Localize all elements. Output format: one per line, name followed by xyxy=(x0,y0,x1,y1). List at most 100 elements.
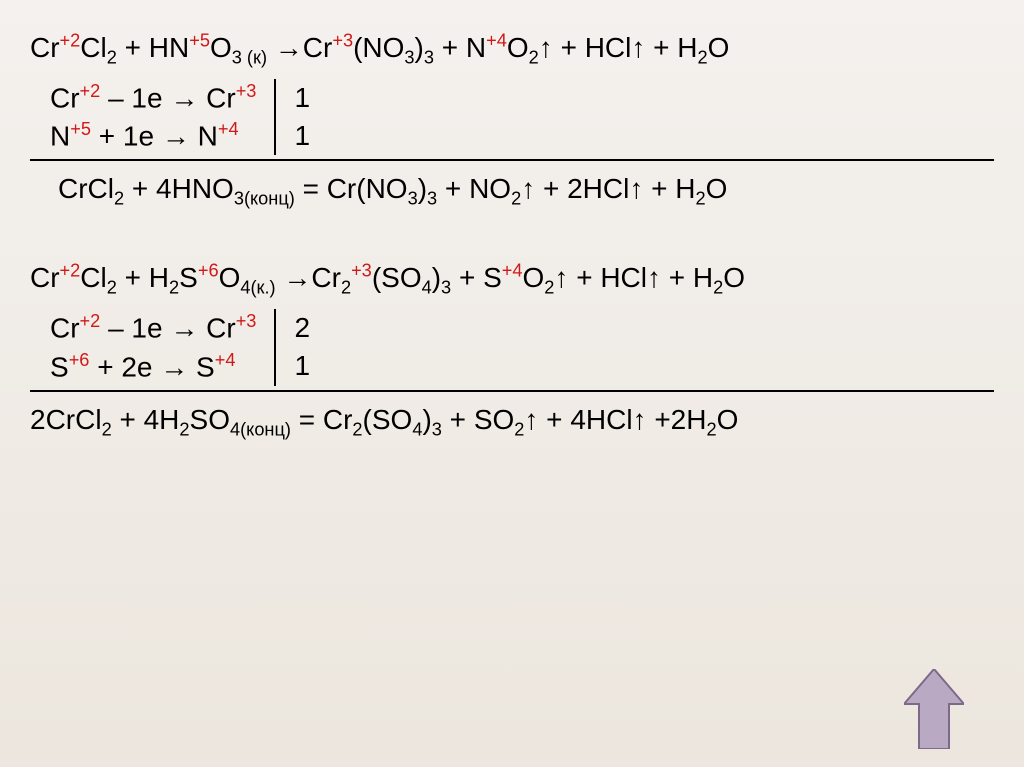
ox: +4 xyxy=(215,350,236,370)
sub: 3(конц) xyxy=(234,189,295,209)
divider-line xyxy=(30,159,994,161)
sub: 2 xyxy=(544,278,554,298)
ox: +4 xyxy=(502,261,523,281)
ox: +3 xyxy=(236,311,257,331)
sub: 3 xyxy=(424,48,434,68)
sub: 4(конц) xyxy=(230,419,291,439)
txt: Cr xyxy=(50,82,80,113)
ox: +2 xyxy=(80,81,101,101)
half-reactions: Cr+2 – 1e → Cr+3 N+5 + 1e → N+4 xyxy=(50,79,274,155)
txt: + HN xyxy=(117,32,189,63)
ox: +4 xyxy=(218,119,239,139)
txt: (SO xyxy=(363,404,413,435)
sub: 2 xyxy=(102,419,112,439)
txt: Cr xyxy=(50,313,80,344)
txt: O xyxy=(723,262,745,293)
coef: 1 xyxy=(294,347,310,385)
sub: 2 xyxy=(179,419,189,439)
txt: Cl xyxy=(80,32,106,63)
sub: 3 xyxy=(404,48,414,68)
txt: ↑ + 4HCl↑ +2H xyxy=(524,404,706,435)
txt: CrCl xyxy=(58,173,114,204)
txt: O xyxy=(717,404,739,435)
sub: 2 xyxy=(529,48,539,68)
txt: – 1e → Cr xyxy=(100,313,235,344)
txt: + NO xyxy=(437,173,511,204)
eq1-balance: Cr+2 – 1e → Cr+3 N+5 + 1e → N+4 1 1 xyxy=(50,79,994,155)
txt: →Cr xyxy=(276,262,341,293)
ox: +5 xyxy=(189,31,210,51)
sub: 2 xyxy=(511,189,521,209)
txt: SO xyxy=(190,404,230,435)
row: Cr+2 – 1e → Cr+3 xyxy=(50,79,256,117)
coef: 1 xyxy=(294,79,310,117)
half-reactions: Cr+2 – 1e → Cr+3 S+6 + 2e → S+4 xyxy=(50,309,274,385)
eq1-header: Cr+2Cl2 + HN+5O3 (к) →Cr+3(NO3)3 + N+4O2… xyxy=(30,28,994,71)
sub: 2 xyxy=(352,419,362,439)
coef: 1 xyxy=(294,117,310,155)
row: S+6 + 2e → S+4 xyxy=(50,348,256,386)
eq2-final: 2CrCl2 + 4H2SO4(конц) = Cr2(SO4)3 + SO2↑… xyxy=(30,400,994,443)
sub: 2 xyxy=(706,419,716,439)
sub: 3 (к) xyxy=(232,48,267,68)
txt: O xyxy=(210,32,232,63)
txt: + 2e → S xyxy=(89,351,214,382)
txt: = Cr(NO xyxy=(295,173,408,204)
txt: →Cr xyxy=(267,32,332,63)
txt: Cr xyxy=(30,262,60,293)
sub: 2 xyxy=(107,48,117,68)
eq1-final: CrCl2 + 4HNO3(конц) = Cr(NO3)3 + NO2↑ + … xyxy=(58,169,994,212)
sub: 2 xyxy=(514,419,524,439)
txt: – 1e → Cr xyxy=(100,82,235,113)
txt: + S xyxy=(451,262,502,293)
txt: + 1e → N xyxy=(91,121,218,152)
txt: Cr xyxy=(30,32,60,63)
txt: ↑ + 2HCl↑ + H xyxy=(521,173,695,204)
ox: +4 xyxy=(486,31,507,51)
eq2-header: Cr+2Cl2 + H2S+6O4(к.) →Cr2+3(SO4)3 + S+4… xyxy=(30,258,994,301)
txt: (SO xyxy=(372,262,422,293)
txt: = Cr xyxy=(291,404,352,435)
arrow-shape xyxy=(904,669,964,749)
ox: +3 xyxy=(236,81,257,101)
sub: 4(к.) xyxy=(240,278,275,298)
ox: +6 xyxy=(69,350,90,370)
coefficients: 2 1 xyxy=(274,309,310,385)
txt: Cl xyxy=(80,262,106,293)
sub: 2 xyxy=(713,278,723,298)
txt: ) xyxy=(422,404,431,435)
txt: ↑ + HCl↑ + H xyxy=(554,262,713,293)
txt: + SO xyxy=(442,404,514,435)
sub: 2 xyxy=(695,189,705,209)
up-arrow-icon[interactable] xyxy=(904,669,964,749)
txt: O xyxy=(219,262,241,293)
txt: 2CrCl xyxy=(30,404,102,435)
sub: 4 xyxy=(412,419,422,439)
sub: 3 xyxy=(441,278,451,298)
txt: O xyxy=(523,262,545,293)
row: N+5 + 1e → N+4 xyxy=(50,117,256,155)
txt: + 4HNO xyxy=(124,173,234,204)
txt: O xyxy=(507,32,529,63)
ox: +3 xyxy=(332,31,353,51)
divider-line xyxy=(30,390,994,392)
txt: ) xyxy=(418,173,427,204)
txt: N xyxy=(50,121,70,152)
ox: +6 xyxy=(198,261,219,281)
row: Cr+2 – 1e → Cr+3 xyxy=(50,309,256,347)
txt: + H xyxy=(117,262,169,293)
sub: 3 xyxy=(427,189,437,209)
txt: + 4H xyxy=(112,404,180,435)
txt: O xyxy=(706,173,728,204)
coefficients: 1 1 xyxy=(274,79,310,155)
txt: S xyxy=(179,262,198,293)
txt: ) xyxy=(415,32,424,63)
ox: +2 xyxy=(60,31,81,51)
sub: 2 xyxy=(114,189,124,209)
sub: 3 xyxy=(432,419,442,439)
sub: 2 xyxy=(698,48,708,68)
sub: 4 xyxy=(422,278,432,298)
coef: 2 xyxy=(294,309,310,347)
sub: 2 xyxy=(107,278,117,298)
ox: +3 xyxy=(351,261,372,281)
